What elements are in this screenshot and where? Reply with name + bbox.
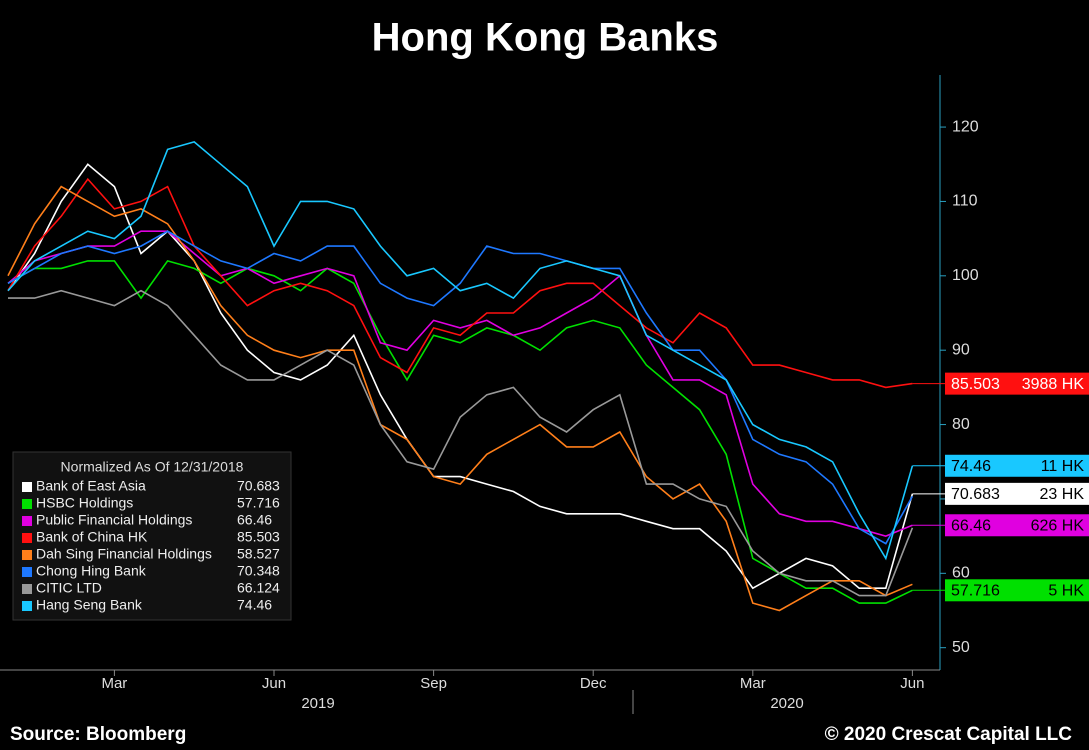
legend-swatch [22,567,32,577]
end-label-ticker: 11 HK [1041,458,1085,475]
legend-label: Dah Sing Financial Holdings [36,546,212,562]
end-label-ticker: 5 HK [1048,583,1084,600]
legend-value: 58.527 [237,546,280,562]
series-line [7,259,913,604]
chart-title: Hong Kong Banks [372,16,719,60]
series-line [7,163,914,590]
series-line [7,230,913,537]
legend-swatch [22,533,32,543]
end-label-value: 70.683 [951,486,1000,503]
legend-value: 66.46 [237,512,272,528]
x-group-label: 2019 [301,695,334,712]
legend-value: 85.503 [237,529,280,545]
legend-value: 70.348 [237,563,280,579]
x-tick-label: Sep [420,675,447,692]
legend-label: Bank of East Asia [36,478,146,494]
series-line [7,141,914,561]
legend-swatch [22,584,32,594]
series-line [7,230,914,545]
x-tick-label: Dec [580,675,607,692]
legend-label: CITIC LTD [36,580,102,596]
legend-label: Public Financial Holdings [36,512,192,528]
end-label-ticker: 626 HK [1031,517,1085,534]
copyright: © 2020 Crescat Capital LLC [825,724,1073,745]
series-line [7,177,913,389]
lines [7,141,914,612]
x-tick-label: Mar [101,675,127,692]
legend-label: Hang Seng Bank [36,597,143,613]
legend-label: HSBC Holdings [36,495,133,511]
legend-swatch [22,482,32,492]
legend-swatch [22,601,32,611]
legend-value: 70.683 [237,478,280,494]
source: Source: Bloomberg [10,724,186,745]
end-label-value: 66.46 [951,517,991,534]
legend-swatch [22,550,32,560]
x-group-label: 2020 [770,695,803,712]
x-tick-label: Mar [740,675,766,692]
legend: Normalized As Of 12/31/2018 Bank of East… [12,451,292,621]
legend-box [12,451,292,621]
end-label-box [945,454,1089,477]
end-label-value: 85.503 [951,376,1000,393]
end-label-box [945,372,1089,395]
end-label-value: 57.716 [951,583,1000,600]
y-tick-label: 50 [952,639,970,656]
y-tick-label: 90 [952,341,970,358]
y-tick-label: 110 [952,193,978,210]
legend-title: Normalized As Of 12/31/2018 [61,459,244,475]
series-line [7,185,913,612]
x-tick-label: Jun [262,675,286,692]
end-label-box [945,482,1089,505]
series-line [8,289,914,597]
legend-value: 74.46 [237,597,272,613]
end-label-box [945,579,1089,602]
legend-swatch [22,499,32,509]
end-label-ticker: 23 HK [1040,486,1085,503]
x-tick-label: Jun [900,675,924,692]
y-tick-label: 60 [952,565,970,582]
legend-swatch [22,516,32,526]
end-label-box [945,514,1089,537]
y-tick-label: 100 [952,267,979,284]
y-tick-label: 80 [952,416,970,433]
end-label-ticker: 3988 HK [1022,376,1085,393]
legend-label: Chong Hing Bank [36,563,147,579]
end-label-value: 74.46 [951,458,991,475]
legend-label: Bank of China HK [36,529,148,545]
legend-value: 66.124 [237,580,280,596]
legend-value: 57.716 [237,495,280,511]
y-tick-label: 120 [952,118,979,135]
